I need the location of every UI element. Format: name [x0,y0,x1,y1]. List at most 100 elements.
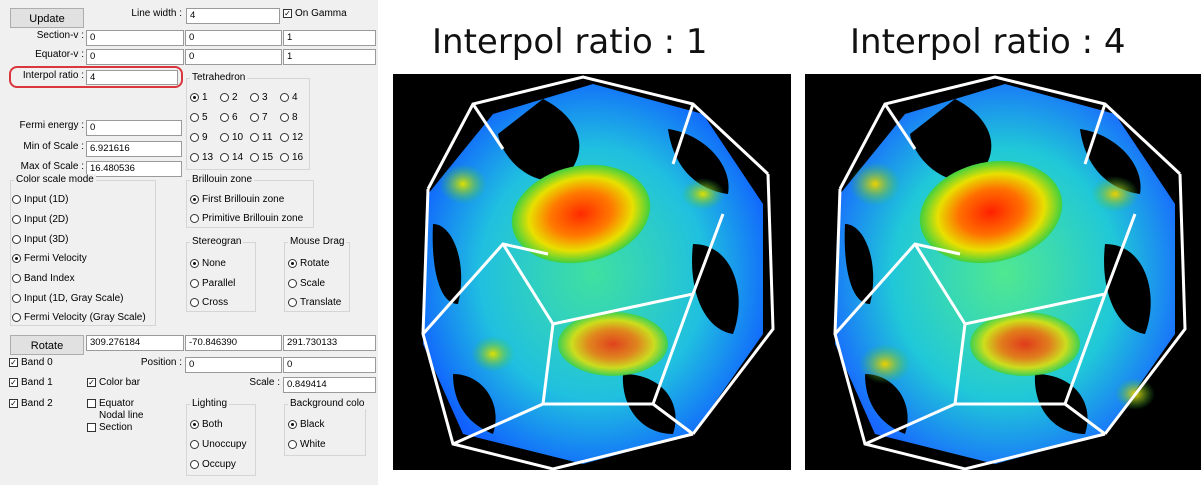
brillouin-option-label: Primitive Brillouin zone [202,213,304,224]
color-bar-checkbox[interactable]: ✓ Color bar [87,377,140,388]
brillouin-option[interactable]: First Brillouin zone [190,194,284,205]
color-scale-option[interactable]: Input (1D, Gray Scale) [12,293,123,304]
lighting-option[interactable]: Occupy [190,459,236,470]
stereogram-option[interactable]: Parallel [190,278,235,289]
tetrahedron-option[interactable]: 10 [220,132,243,143]
section-checkbox[interactable]: Section [87,422,132,433]
mouse-drag-option[interactable]: Rotate [288,258,329,269]
checkbox-box: ✓ [9,399,18,408]
tetrahedron-option[interactable]: 12 [280,132,303,143]
band-1-checkbox[interactable]: ✓ Band 1 [9,377,53,388]
line-width-input[interactable]: 4 [186,8,280,24]
color-scale-option[interactable]: Input (1D) [12,194,68,205]
radio-circle [250,113,259,122]
tetrahedron-option[interactable]: 4 [280,92,298,103]
lighting-title: Lighting [190,398,230,409]
color-scale-option[interactable]: Input (2D) [12,214,68,225]
tetrahedron-option[interactable]: 13 [190,152,213,163]
max-scale-input[interactable]: 16.480536 [86,161,182,177]
interpol-ratio-input[interactable]: 4 [86,70,178,85]
nodal-line-checkbox[interactable]: Nodal line [87,410,143,421]
tetrahedron-option[interactable]: 15 [250,152,273,163]
radio-circle [190,195,199,204]
tetrahedron-option[interactable]: 3 [250,92,268,103]
section-v-z[interactable]: 1 [283,30,376,46]
background-option[interactable]: Black [288,419,324,430]
tetrahedron-option-label: 12 [292,132,304,143]
stereogram-option[interactable]: Cross [190,297,228,308]
tetrahedron-option[interactable]: 5 [190,112,208,123]
radio-circle [12,235,21,244]
rotate-z-input[interactable]: 291.730133 [283,335,376,351]
position-x-input[interactable]: 0 [185,357,282,373]
mouse-drag-option[interactable]: Translate [288,297,341,308]
radio-circle [288,279,297,288]
stereogram-option[interactable]: None [190,258,226,269]
band-2-checkbox[interactable]: ✓ Band 2 [9,398,53,409]
fermi-surface-view-1[interactable] [393,74,791,471]
band-0-label: Band 0 [21,357,53,368]
fermi-energy-input[interactable]: 0 [86,120,182,136]
radio-circle [190,214,199,223]
tetrahedron-option[interactable]: 8 [280,112,298,123]
tetrahedron-option[interactable]: 14 [220,152,243,163]
tetrahedron-option[interactable]: 6 [220,112,238,123]
interpol-ratio-label: Interpol ratio : [22,70,84,81]
color-scale-option[interactable]: Fermi Velocity (Gray Scale) [12,312,146,323]
color-scale-option[interactable]: Input (3D) [12,234,68,245]
rotate-y-input[interactable]: -70.846390 [185,335,282,351]
equator-checkbox[interactable]: Equator [87,398,134,409]
color-scale-option[interactable]: Fermi Velocity [12,253,87,264]
background-option[interactable]: White [288,439,326,450]
radio-circle [220,113,229,122]
min-scale-input[interactable]: 6.921616 [86,141,182,157]
radio-circle [12,313,21,322]
section-label: Section [99,422,133,433]
mouse-drag-option-label: Scale [300,278,326,289]
position-label: Position : [140,357,182,368]
position-y-input[interactable]: 0 [283,357,376,373]
tetrahedron-option[interactable]: 1 [190,92,208,103]
radio-circle [190,113,199,122]
rotate-button[interactable]: Rotate [10,335,84,355]
tetrahedron-option[interactable]: 9 [190,132,208,143]
lighting-option[interactable]: Unoccupy [190,439,246,450]
tetrahedron-option[interactable]: 16 [280,152,303,163]
lighting-option[interactable]: Both [190,419,223,430]
tetrahedron-option-label: 11 [262,132,273,143]
radio-circle [12,274,21,283]
radio-circle [190,133,199,142]
color-scale-option[interactable]: Band Index [12,273,75,284]
brillouin-option[interactable]: Primitive Brillouin zone [190,213,303,224]
tetrahedron-option[interactable]: 2 [220,92,238,103]
tetrahedron-option-label: 3 [262,92,268,103]
tetrahedron-option-label: 7 [262,112,268,123]
tetrahedron-option[interactable]: 7 [250,112,268,123]
scale-label: Scale : [249,377,280,388]
nodal-line-label: Nodal line [99,410,144,421]
equator-v-x[interactable]: 0 [86,49,184,65]
fermi-surface-view-2[interactable] [805,74,1201,471]
equator-v-z[interactable]: 1 [283,49,376,65]
color-scale-option-label: Input (3D) [24,234,69,245]
tetrahedron-option-label: 2 [232,92,238,103]
tetrahedron-option[interactable]: 11 [250,132,272,143]
update-button[interactable]: Update [10,8,84,28]
band-0-checkbox[interactable]: ✓ Band 0 [9,357,53,368]
radio-circle [190,440,199,449]
band-1-label: Band 1 [21,377,53,388]
background-option-label: Black [300,419,325,430]
section-v-x[interactable]: 0 [86,30,184,46]
radio-circle [250,153,259,162]
rotate-x-input[interactable]: 309.276184 [86,335,184,351]
scale-input[interactable]: 0.849414 [283,377,376,393]
mouse-drag-option[interactable]: Scale [288,278,325,289]
color-bar-label: Color bar [99,377,141,388]
on-gamma-checkbox[interactable]: ✓ On Gamma [283,8,347,19]
brillouin-option-label: First Brillouin zone [202,194,285,205]
equator-v-y[interactable]: 0 [185,49,282,65]
equator-label: Equator [99,398,135,409]
section-v-y[interactable]: 0 [185,30,282,46]
tetrahedron-group [186,78,310,170]
color-scale-option-label: Band Index [24,273,75,284]
